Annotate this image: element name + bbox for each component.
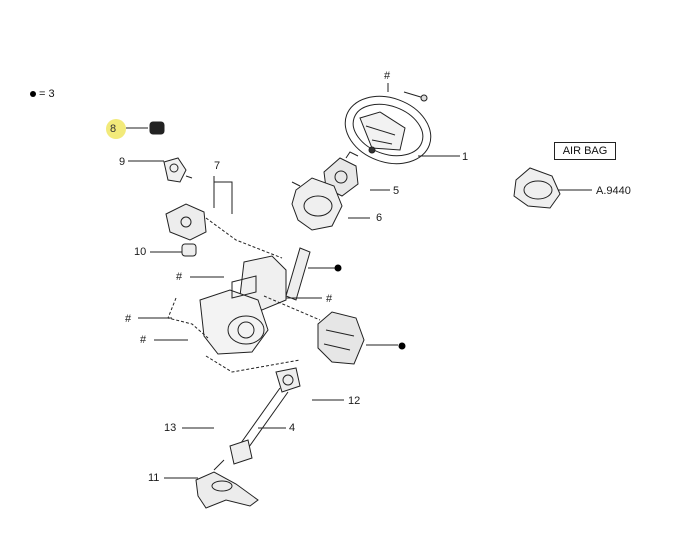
legend-text: = 3 (39, 88, 55, 100)
callout-hash-1[interactable]: # (176, 271, 183, 283)
callout-9[interactable]: 9 (119, 156, 126, 168)
callout-12[interactable]: 12 (348, 395, 361, 407)
steering-column[interactable] (199, 247, 311, 355)
lock-cylinder[interactable] (163, 157, 193, 183)
callout-4[interactable]: 4 (289, 422, 296, 434)
callout-hash-3[interactable]: # (125, 313, 132, 325)
callout-13[interactable]: 13 (164, 422, 177, 434)
callout-6[interactable]: 6 (376, 212, 383, 224)
highlight-marker (106, 119, 126, 139)
dust-boot[interactable] (195, 459, 259, 509)
legend: = 3 (30, 88, 55, 100)
callout-5[interactable]: 5 (393, 185, 400, 197)
steering-wheel[interactable] (336, 85, 441, 175)
intermediate-shaft[interactable] (229, 367, 301, 465)
dot-icon (30, 91, 36, 98)
callout-hash-top[interactable]: # (384, 70, 391, 82)
callout-8[interactable]: 8 (110, 123, 117, 135)
callout-10[interactable]: 10 (134, 246, 147, 258)
airbag-module-thumb[interactable] (513, 167, 561, 209)
callout-1[interactable]: 1 (462, 151, 469, 163)
ring[interactable] (181, 243, 197, 257)
airbag-label-box[interactable]: AIR BAG (554, 142, 616, 160)
callout-7[interactable]: 7 (214, 160, 221, 172)
ignition-cap[interactable] (149, 121, 165, 135)
callout-11[interactable]: 11 (148, 472, 160, 484)
lock-housing[interactable] (165, 203, 207, 241)
airbag-ref[interactable]: A.9440 (596, 185, 631, 197)
callout-hash-2[interactable]: # (326, 293, 333, 305)
combination-switch[interactable] (291, 177, 343, 231)
eps-control-module[interactable] (317, 311, 365, 365)
callout-hash-4[interactable]: # (140, 334, 147, 346)
